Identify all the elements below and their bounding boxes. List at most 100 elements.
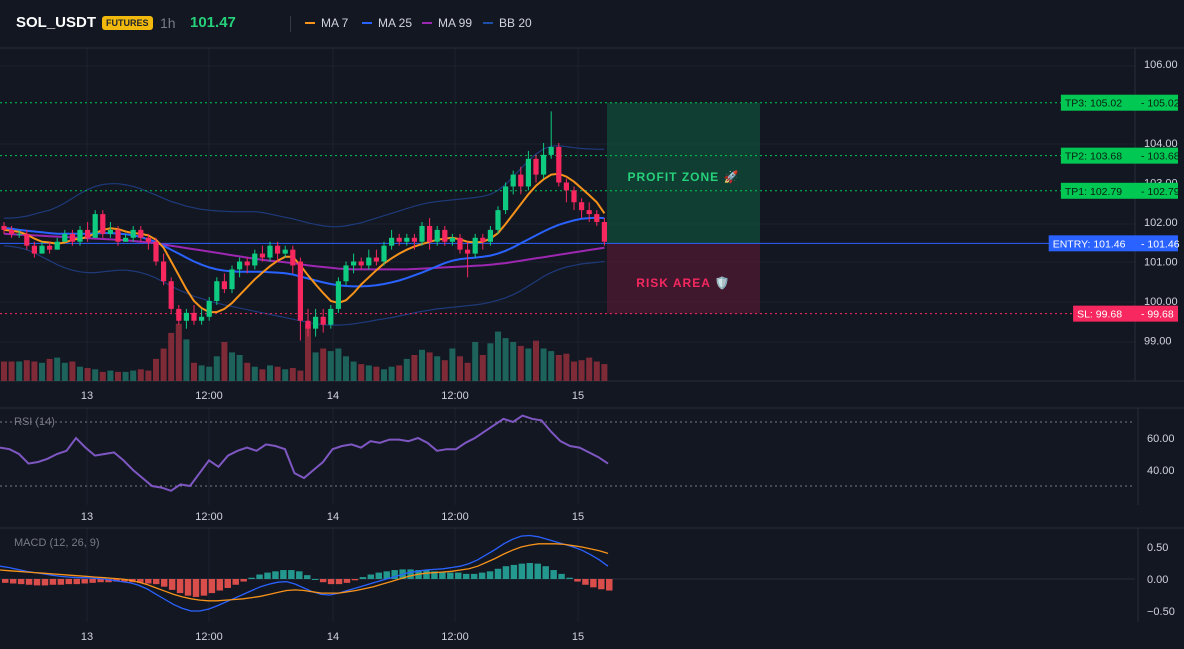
candle-body: [31, 245, 37, 254]
macd-histogram-bar: [248, 577, 255, 579]
candle-body: [548, 146, 554, 155]
level-label-box: [1060, 94, 1136, 111]
macd-histogram-bar: [383, 571, 390, 579]
candle-body: [381, 245, 387, 262]
candle-body: [503, 186, 509, 211]
time-axis-label: 15: [572, 511, 584, 523]
candle-body: [85, 229, 91, 238]
volume-bar: [449, 348, 456, 381]
macd-histogram-bar: [510, 564, 518, 579]
volume-bar: [495, 331, 501, 381]
rsi-title: RSI (14): [14, 416, 55, 428]
volume-bar: [92, 369, 99, 381]
symbol-name[interactable]: SOL_USDT: [16, 14, 97, 31]
legend-bb20[interactable]: BB 20: [483, 16, 532, 30]
candle-body: [366, 257, 372, 266]
volume-bar: [548, 351, 555, 381]
level-value-label: - 101.46: [1141, 238, 1180, 250]
candle-body: [39, 245, 45, 254]
macd-histogram-bar: [327, 579, 335, 585]
candle-body: [161, 261, 167, 282]
candle-body: [320, 316, 326, 325]
legend-label: BB 20: [499, 16, 532, 30]
volume-bar: [350, 361, 357, 381]
volume-bar: [236, 355, 243, 381]
macd-tick-label: 0.50: [1147, 542, 1168, 554]
macd-histogram-bar: [550, 570, 557, 579]
time-axis-label: 12:00: [441, 390, 469, 402]
candle-body: [153, 241, 159, 262]
volume-bar: [457, 356, 463, 381]
macd-histogram-bar: [224, 579, 231, 588]
candle-body: [449, 237, 455, 242]
legend-ma7[interactable]: MA 7: [305, 16, 348, 30]
macd-histogram-bar: [272, 571, 279, 579]
macd-histogram-bar: [447, 572, 454, 579]
macd-histogram-bar: [439, 571, 446, 579]
volume-bar: [160, 348, 167, 381]
candle-body: [487, 229, 493, 242]
volume-bar: [122, 371, 129, 381]
candle-body: [199, 316, 205, 321]
macd-histogram-bar: [462, 573, 470, 579]
candle-body: [571, 190, 577, 203]
macd-histogram-bar: [89, 579, 96, 583]
time-axis-label: 12:00: [195, 631, 223, 643]
time-axis-label: 12:00: [441, 631, 469, 643]
candle-body: [9, 229, 15, 234]
candle-body: [107, 229, 113, 234]
volume-bar: [175, 323, 182, 381]
legend-ma99[interactable]: MA 99: [422, 16, 472, 30]
macd-histogram-bar: [502, 566, 510, 579]
level-label: SL: 99.68: [1077, 309, 1122, 321]
volume-bar: [107, 370, 114, 381]
macd-histogram-bar: [137, 579, 144, 583]
candle-body: [465, 249, 471, 254]
macd-tick-label: −0.50: [1147, 606, 1175, 618]
legend-ma25[interactable]: MA 25: [362, 16, 412, 30]
volume-bar: [61, 362, 68, 381]
candle-body: [594, 214, 600, 222]
candle-body: [77, 229, 83, 242]
macd-histogram-bar: [264, 572, 271, 579]
candle-body: [434, 229, 440, 242]
macd-histogram-bar: [160, 579, 168, 587]
macd-histogram-bar: [582, 579, 589, 585]
timeframe-label[interactable]: 1h: [160, 15, 176, 31]
volume-bar: [289, 368, 296, 381]
macd-histogram-bar: [153, 579, 160, 585]
candle-body: [100, 214, 106, 234]
candle-body: [579, 202, 585, 211]
volume-bar: [137, 369, 144, 381]
candle-body: [586, 210, 592, 215]
candle-body: [480, 237, 486, 242]
candle-body: [313, 316, 319, 329]
volume-bar: [115, 371, 121, 381]
level-label-box: [1060, 147, 1136, 164]
candle-body: [1, 225, 7, 230]
volume-bar: [145, 370, 152, 381]
ma99-line: [3, 232, 605, 271]
volume-bar: [16, 361, 23, 381]
legend-label: MA 99: [438, 16, 473, 30]
volume-bar: [510, 342, 517, 381]
volume-bar: [69, 361, 76, 381]
volume-bar: [533, 340, 539, 381]
volume-bar: [305, 323, 311, 381]
candle-body: [533, 158, 539, 175]
price-tick-label: 100.00: [1144, 296, 1178, 308]
time-axis-label: 15: [572, 631, 584, 643]
volume-bar: [312, 352, 319, 381]
time-axis-label: 13: [81, 631, 93, 643]
macd-histogram-bar: [335, 579, 343, 585]
time-axis-label: 15: [572, 390, 584, 402]
candle-body: [92, 214, 98, 238]
macd-histogram-bar: [25, 579, 33, 585]
macd-histogram-bar: [351, 579, 359, 581]
macd-histogram-bar: [606, 579, 613, 591]
volume-bar: [601, 364, 608, 381]
macd-histogram-bar: [343, 579, 351, 583]
level-value-box: [1136, 182, 1178, 199]
volume-bar: [411, 355, 418, 381]
